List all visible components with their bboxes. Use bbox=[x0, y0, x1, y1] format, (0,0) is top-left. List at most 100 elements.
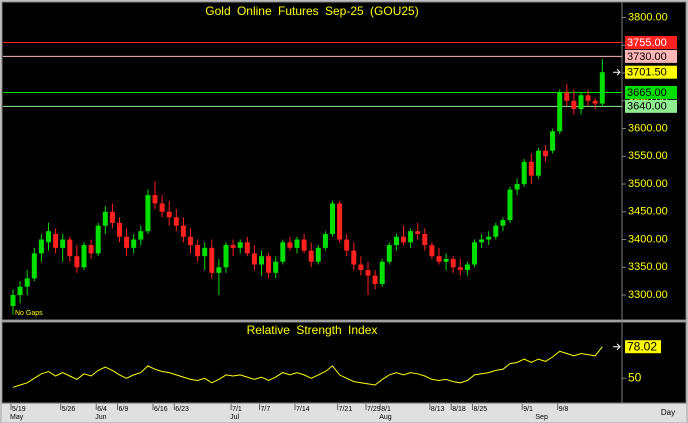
x-tick-label: 5/19 bbox=[12, 406, 26, 413]
candle-body bbox=[415, 231, 421, 234]
month-label: Aug bbox=[379, 414, 392, 421]
y-tick-label: 3300.00 bbox=[628, 289, 668, 301]
x-tick-label: 9/1 bbox=[523, 406, 533, 413]
candle-body bbox=[464, 264, 470, 271]
candle-body bbox=[379, 261, 385, 284]
candle-body bbox=[74, 256, 80, 268]
candle-body bbox=[180, 225, 186, 237]
month-label: May bbox=[10, 414, 24, 421]
candle-body bbox=[457, 267, 463, 271]
candle-body bbox=[152, 195, 158, 204]
candle-body bbox=[322, 233, 328, 248]
candle-body bbox=[67, 239, 73, 257]
candle-body bbox=[301, 239, 307, 251]
candle-body bbox=[550, 131, 556, 151]
candle-body bbox=[230, 245, 236, 248]
rsi-last-label: 78.02 bbox=[627, 339, 657, 353]
candle-body bbox=[337, 203, 343, 240]
candle-body bbox=[358, 264, 364, 271]
x-tick-label: 6/9 bbox=[119, 406, 129, 413]
candle-body bbox=[351, 250, 357, 265]
candle-body bbox=[223, 245, 229, 268]
candle-body bbox=[330, 203, 335, 234]
candle-body bbox=[521, 161, 527, 185]
candle-body bbox=[578, 95, 584, 110]
candle-body bbox=[131, 239, 137, 248]
candle-body bbox=[10, 295, 16, 307]
candle-body bbox=[159, 203, 165, 212]
x-tick-label: 6/23 bbox=[175, 406, 189, 413]
x-tick-label: 6/16 bbox=[154, 406, 168, 413]
candle-body bbox=[60, 239, 66, 248]
candle-body bbox=[493, 225, 499, 237]
candle-body bbox=[138, 231, 144, 240]
x-tick-label: 7/21 bbox=[339, 406, 353, 413]
candle-body bbox=[166, 211, 172, 218]
candle-body bbox=[557, 92, 563, 132]
last-price-label: 3701.50 bbox=[627, 67, 667, 79]
candle-body bbox=[53, 233, 59, 248]
candle-body bbox=[365, 270, 371, 276]
level-label-box bbox=[625, 99, 677, 113]
rsi-last-arrow bbox=[613, 343, 621, 351]
level-label: 3665.00 bbox=[627, 87, 667, 99]
level-label-box bbox=[625, 49, 677, 63]
y-tick-label: 3800.00 bbox=[628, 11, 668, 23]
candle-body bbox=[287, 242, 293, 248]
x-axis-strip bbox=[2, 404, 686, 422]
candle-body bbox=[81, 245, 87, 268]
candle-body bbox=[344, 239, 350, 251]
candle-body bbox=[408, 231, 414, 243]
y-tick-label: 3550.00 bbox=[628, 150, 668, 162]
y-tick-label: 3500.00 bbox=[628, 178, 668, 190]
rsi-panel bbox=[1, 321, 687, 404]
candle-body bbox=[543, 150, 548, 157]
candle-body bbox=[216, 267, 222, 273]
candle-body bbox=[393, 236, 399, 246]
candle-body bbox=[450, 258, 456, 268]
candle-body bbox=[514, 184, 520, 190]
candle-body bbox=[266, 256, 272, 273]
candle-body bbox=[592, 100, 598, 104]
x-tick-label: 9/8 bbox=[559, 406, 569, 413]
x-unit: Day bbox=[661, 408, 675, 417]
candle-body bbox=[173, 217, 179, 226]
y-tick-label: 3450.00 bbox=[628, 206, 668, 218]
price-panel bbox=[1, 1, 687, 321]
month-label: Sep bbox=[535, 414, 548, 421]
y-tick-label: 3600.00 bbox=[628, 122, 668, 134]
candle-body bbox=[24, 278, 30, 287]
x-tick-label: 8/18 bbox=[452, 406, 466, 413]
y-tick-label: 50 bbox=[628, 370, 642, 384]
candle-body bbox=[237, 242, 243, 248]
candle-body bbox=[315, 247, 321, 262]
candle-body bbox=[472, 242, 477, 265]
level-label: 3730.00 bbox=[627, 51, 667, 63]
candle-body bbox=[401, 236, 406, 243]
candle-body bbox=[88, 245, 94, 254]
candle-body bbox=[294, 239, 300, 248]
candle-body bbox=[585, 95, 591, 101]
candle-body bbox=[244, 242, 250, 254]
candle-body bbox=[571, 100, 577, 110]
last-price-arrow bbox=[613, 68, 621, 76]
x-tick-label: 6/4 bbox=[97, 406, 107, 413]
candle-body bbox=[372, 275, 378, 284]
candle-body bbox=[117, 222, 122, 237]
last-price-box bbox=[625, 65, 677, 79]
candle-body bbox=[188, 236, 193, 246]
candle-body bbox=[31, 253, 37, 279]
x-tick-label: 7/29 bbox=[367, 406, 381, 413]
candle-body bbox=[528, 161, 534, 176]
candle-body bbox=[429, 245, 435, 257]
candle-body bbox=[251, 253, 257, 265]
y-tick-label: 3400.00 bbox=[628, 233, 668, 245]
candle-body bbox=[109, 211, 115, 223]
level-label: 3755.00 bbox=[627, 37, 667, 49]
month-label: Jun bbox=[95, 414, 106, 421]
x-tick-label: 7/1 bbox=[232, 406, 242, 413]
month-label: Jul bbox=[230, 414, 239, 421]
candle-body bbox=[195, 245, 201, 257]
